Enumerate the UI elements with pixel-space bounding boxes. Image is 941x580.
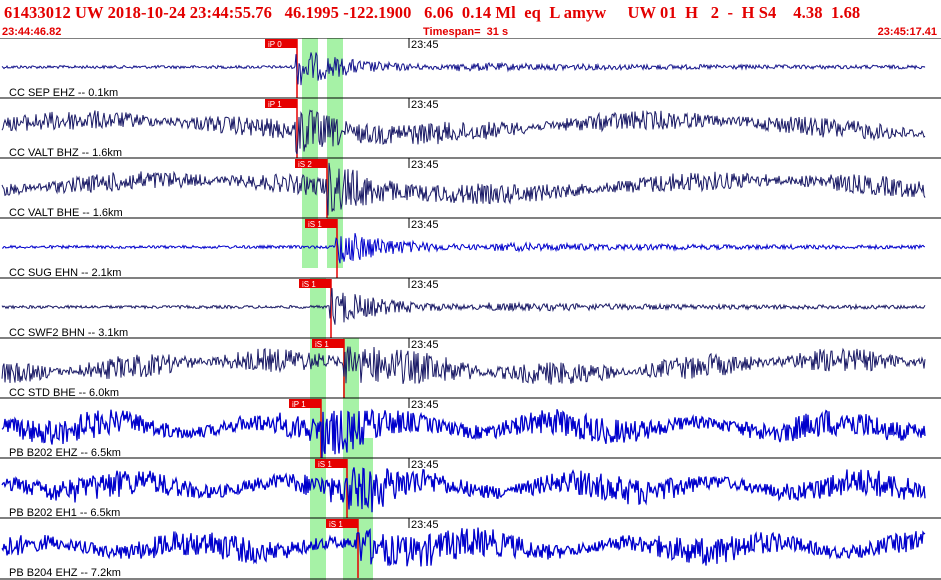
trace-row[interactable]: 23:45 iP 1 PB B202 EHZ -- 6.5km xyxy=(0,397,941,459)
trace-row[interactable]: 23:45 iS 2 CC VALT BHE -- 1.6km xyxy=(0,157,941,219)
event-header: 61433012 UW 2018-10-24 23:44:55.76 46.19… xyxy=(0,0,941,38)
station-label: CC SWF2 BHN -- 3.1km xyxy=(9,327,128,339)
trace-row[interactable]: 23:45 iS 1 PB B202 EH1 -- 6.5km xyxy=(0,457,941,519)
pick-label: iS 1 xyxy=(329,520,343,529)
pick-flag[interactable] xyxy=(295,159,327,168)
window-end-time: 23:45:17.41 xyxy=(877,26,937,38)
station-label: CC VALT BHE -- 1.6km xyxy=(9,207,123,219)
pick-label: iP 1 xyxy=(268,100,282,109)
minute-tick-label: 23:45 xyxy=(411,219,439,231)
station-label: PB B202 EHZ -- 6.5km xyxy=(9,447,121,459)
station-label: CC SUG EHN -- 2.1km xyxy=(9,267,121,279)
waveform xyxy=(1,467,926,513)
pick-flag[interactable] xyxy=(299,279,331,288)
pick-label: iP 1 xyxy=(292,400,306,409)
waveform xyxy=(1,408,926,458)
trace-row[interactable]: 23:45 iS 1 CC STD BHE -- 6.0km xyxy=(0,337,941,399)
minute-tick-label: 23:45 xyxy=(411,519,439,531)
pick-flag[interactable] xyxy=(326,519,358,528)
trace-row[interactable]: 23:45 iP 1 CC VALT BHZ -- 1.6km xyxy=(0,97,941,159)
minute-tick-label: 23:45 xyxy=(411,339,439,351)
station-label: CC STD BHE -- 6.0km xyxy=(9,387,119,399)
pick-flag[interactable] xyxy=(315,459,347,468)
trace-row[interactable]: 23:45 iS 1 PB B204 EHZ -- 7.2km xyxy=(0,517,941,579)
waveform xyxy=(1,346,926,385)
trace-row[interactable]: 23:45 iS 1 CC SUG EHN -- 2.1km xyxy=(0,217,941,279)
minute-tick-label: 23:45 xyxy=(411,459,439,471)
event-summary-title: 61433012 UW 2018-10-24 23:44:55.76 46.19… xyxy=(4,3,861,22)
minute-tick-label: 23:45 xyxy=(411,39,439,51)
analysis-window-1 xyxy=(327,38,343,268)
minute-tick-label: 23:45 xyxy=(411,279,439,291)
trace-row[interactable]: 23:45 iS 1 CC SWF2 BHN -- 3.1km xyxy=(0,277,941,339)
minute-tick-label: 23:45 xyxy=(411,399,439,411)
pick-label: iS 1 xyxy=(318,460,332,469)
pick-label: iS 1 xyxy=(302,280,316,289)
waveform xyxy=(1,527,926,567)
seismogram-panel[interactable]: 23:45 iP 0 CC SEP EHZ -- 0.1km 23:45 iP 1 CC … xyxy=(0,38,941,580)
analysis-window-0 xyxy=(302,38,318,268)
pick-label: iS 1 xyxy=(308,220,322,229)
waveform xyxy=(1,162,926,216)
timespan-label: Timespan= 31 s xyxy=(423,26,509,38)
waveform xyxy=(1,232,926,264)
pick-label: iS 2 xyxy=(298,160,312,169)
pick-flag[interactable] xyxy=(305,219,337,228)
pick-flag[interactable] xyxy=(265,39,297,48)
station-label: CC SEP EHZ -- 0.1km xyxy=(9,87,118,99)
station-label: CC VALT BHZ -- 1.6km xyxy=(9,147,122,159)
window-start-time: 23:44:46.82 xyxy=(2,26,62,38)
station-label: PB B204 EHZ -- 7.2km xyxy=(9,567,121,579)
seismogram-traces[interactable]: 23:45 iP 0 CC SEP EHZ -- 0.1km 23:45 iP 1 CC … xyxy=(0,38,941,580)
pick-flag[interactable] xyxy=(265,99,297,108)
minute-tick-label: 23:45 xyxy=(411,99,439,111)
pick-flag[interactable] xyxy=(312,339,344,348)
station-label: PB B202 EH1 -- 6.5km xyxy=(9,507,120,519)
waveform xyxy=(1,109,926,155)
waveform xyxy=(1,52,926,86)
pick-flag[interactable] xyxy=(289,399,321,408)
waveform xyxy=(1,288,926,325)
trace-row[interactable]: 23:45 iP 0 CC SEP EHZ -- 0.1km xyxy=(0,38,941,99)
pick-label: iS 1 xyxy=(315,340,329,349)
pick-label: iP 0 xyxy=(268,40,282,49)
minute-tick-label: 23:45 xyxy=(411,159,439,171)
